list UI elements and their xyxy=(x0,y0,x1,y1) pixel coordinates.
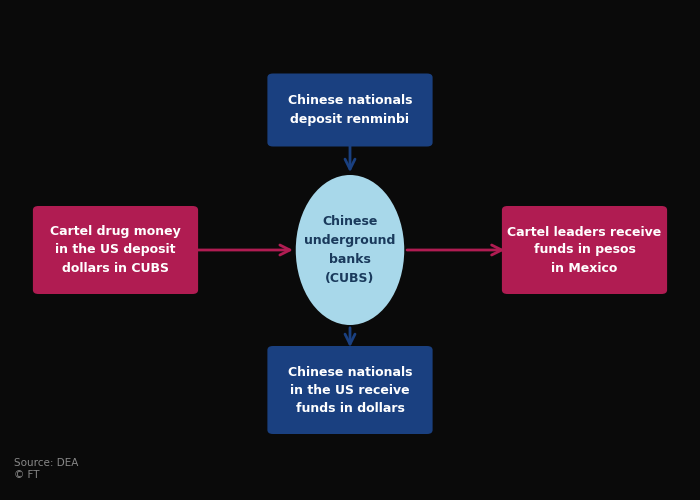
Text: Chinese nationals
deposit renminbi: Chinese nationals deposit renminbi xyxy=(288,94,412,126)
Text: Source: DEA
© FT: Source: DEA © FT xyxy=(14,458,78,480)
FancyBboxPatch shape xyxy=(33,206,198,294)
Text: Cartel drug money
in the US deposit
dollars in CUBS: Cartel drug money in the US deposit doll… xyxy=(50,226,181,274)
Ellipse shape xyxy=(295,175,405,325)
Text: Chinese nationals
in the US receive
funds in dollars: Chinese nationals in the US receive fund… xyxy=(288,366,412,414)
Text: Chinese
underground
banks
(CUBS): Chinese underground banks (CUBS) xyxy=(304,215,395,285)
FancyBboxPatch shape xyxy=(267,74,433,146)
FancyBboxPatch shape xyxy=(267,346,433,434)
Text: Cartel leaders receive
funds in pesos
in Mexico: Cartel leaders receive funds in pesos in… xyxy=(508,226,662,274)
FancyBboxPatch shape xyxy=(502,206,667,294)
